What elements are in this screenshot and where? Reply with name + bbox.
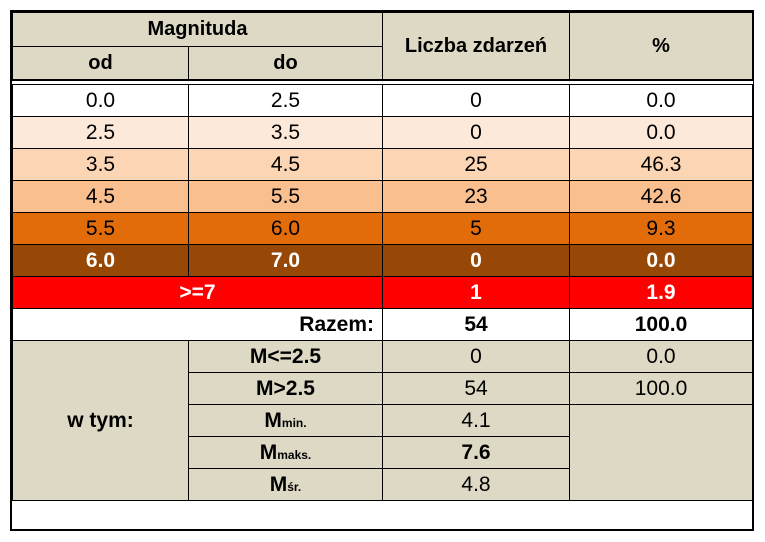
cell-to: 7.0 xyxy=(188,244,383,277)
max-value: 7.6 xyxy=(382,436,570,469)
min-label-sub: min. xyxy=(281,415,307,430)
max-label: Mmaks. xyxy=(188,436,383,469)
breakdown-row-max: Mmaks. 7.6 xyxy=(13,436,753,469)
le-percent: 0.0 xyxy=(569,340,753,373)
avg-label: Mśr. xyxy=(188,468,383,501)
cell-to: 5.5 xyxy=(188,180,383,213)
cell-to: 3.5 xyxy=(188,116,383,149)
header-magnitude: Magnituda xyxy=(12,12,383,47)
gt-label: M>2.5 xyxy=(188,372,383,405)
magnitude-table-frame: Magnituda Liczba zdarzeń % od do 0.0 2.5 0… xyxy=(10,10,754,531)
data-rows: 0.0 2.5 0 0.0 2.5 3.5 0 0.0 3.5 4.5 25 46.3 4.5 5.5 23… xyxy=(12,84,753,277)
cell-percent: 0.0 xyxy=(569,244,753,277)
min-label-main: M xyxy=(264,408,282,432)
table-row: 6.0 7.0 0 0.0 xyxy=(12,244,753,277)
breakdown-label: w tym: xyxy=(12,340,189,501)
high-label: >=7 xyxy=(12,276,383,309)
breakdown-row-min: Mmin. 4.1 xyxy=(13,404,753,501)
le-label: M<=2.5 xyxy=(188,340,383,373)
cell-to: 6.0 xyxy=(188,212,383,245)
header-row-1: Magnituda Liczba zdarzeń % xyxy=(12,12,753,81)
cell-percent: 42.6 xyxy=(569,180,753,213)
total-count: 54 xyxy=(382,308,570,341)
table-row: 2.5 3.5 0 0.0 xyxy=(12,116,753,149)
cell-count: 0 xyxy=(382,116,570,149)
cell-from: 6.0 xyxy=(12,244,189,277)
cell-to: 4.5 xyxy=(188,148,383,181)
header-row-2: od do xyxy=(12,46,753,81)
gt-percent: 100.0 xyxy=(569,372,753,405)
cell-from: 0.0 xyxy=(12,84,189,117)
avg-label-main: M xyxy=(269,472,288,496)
table-row: 3.5 4.5 25 46.3 xyxy=(12,148,753,181)
cell-to: 2.5 xyxy=(188,84,383,117)
min-value: 4.1 xyxy=(382,404,570,437)
cell-from: 5.5 xyxy=(12,212,189,245)
total-row: Razem: 54 100.0 xyxy=(12,308,753,341)
header-count: Liczba zdarzeń xyxy=(382,12,570,81)
high-percent: 1.9 xyxy=(569,276,753,309)
max-label-main: M xyxy=(259,440,278,464)
header-from: od xyxy=(12,46,189,81)
le-count: 0 xyxy=(382,340,570,373)
cell-percent: 46.3 xyxy=(569,148,753,181)
table-row: 4.5 5.5 23 42.6 xyxy=(12,180,753,213)
cell-from: 4.5 xyxy=(12,180,189,213)
cell-from: 2.5 xyxy=(12,116,189,149)
cell-count: 0 xyxy=(382,84,570,117)
gt-count: 54 xyxy=(382,372,570,405)
breakdown-row-avg: Mśr. 4.8 xyxy=(13,468,753,501)
cell-count: 5 xyxy=(382,212,570,245)
breakdown-row-le: w tym: M<=2.5 0 0.0 xyxy=(12,340,753,501)
cell-percent: 9.3 xyxy=(569,212,753,245)
min-label: Mmin. xyxy=(188,404,383,437)
cell-percent: 0.0 xyxy=(569,84,753,117)
header-to: do xyxy=(188,46,383,81)
table-row: 5.5 6.0 5 9.3 xyxy=(12,212,753,245)
header-percent: % xyxy=(569,12,753,81)
magnitude-table: Magnituda Liczba zdarzeń % od do 0.0 2.5 0… xyxy=(12,12,753,501)
high-count: 1 xyxy=(382,276,570,309)
cell-count: 25 xyxy=(382,148,570,181)
high-magnitude-row: >=7 1 1.9 xyxy=(12,276,753,309)
avg-label-sub: śr. xyxy=(287,479,302,494)
total-label: Razem: xyxy=(12,308,383,341)
cell-percent: 0.0 xyxy=(569,116,753,149)
avg-value: 4.8 xyxy=(382,468,570,501)
cell-from: 3.5 xyxy=(12,148,189,181)
cell-count: 0 xyxy=(382,244,570,277)
max-label-sub: maks. xyxy=(277,447,312,462)
breakdown-row-gt: M>2.5 54 100.0 xyxy=(13,372,753,405)
stats-empty-cell xyxy=(569,404,753,501)
cell-count: 23 xyxy=(382,180,570,213)
total-percent: 100.0 xyxy=(569,308,753,341)
table-row: 0.0 2.5 0 0.0 xyxy=(12,84,753,117)
